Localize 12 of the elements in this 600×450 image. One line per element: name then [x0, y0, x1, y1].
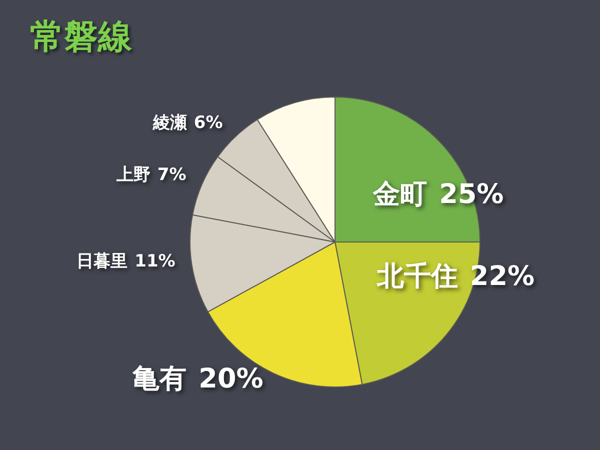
slice-label: 日暮里 [76, 252, 128, 272]
data-label: 6% [194, 112, 223, 133]
slice-label: 北千住 [376, 260, 458, 292]
slice-label: 亀有 [132, 363, 187, 394]
chart-title: 常磐線 [30, 16, 132, 59]
data-label: 20% [198, 363, 264, 394]
data-label: 11% [134, 252, 176, 272]
data-label: 25% [439, 178, 504, 210]
data-label: 7% [157, 164, 186, 185]
slice-label: 金町 [372, 178, 428, 210]
slice-label: 上野 [115, 164, 150, 185]
slice-label: 綾瀬 [152, 112, 187, 133]
